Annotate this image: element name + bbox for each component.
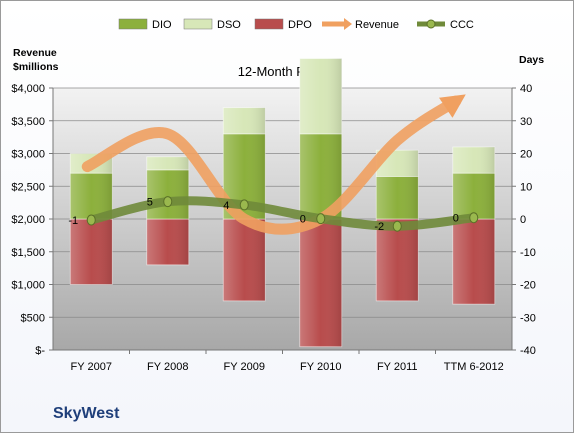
right-tick-label: -30 xyxy=(520,312,536,324)
bar-dio-shade xyxy=(452,173,495,219)
left-axis-title-line2: $millions xyxy=(13,61,59,73)
right-tick-label: 20 xyxy=(520,149,532,161)
revenue-line xyxy=(81,94,466,235)
category-label: FY 2010 xyxy=(300,361,341,373)
left-tick-label: $4,000 xyxy=(11,83,45,95)
ccc-line xyxy=(86,196,479,231)
ccc-data-label: 0 xyxy=(300,214,306,226)
company-name: SkyWest xyxy=(53,405,120,422)
bar-dso-shade xyxy=(146,156,189,170)
legend-label: Revenue xyxy=(355,19,399,31)
bar-dpo-shade xyxy=(452,219,495,305)
ccc-data-label: 0 xyxy=(453,213,459,225)
bar-dpo-shade xyxy=(223,219,266,301)
left-tick-label: $3,000 xyxy=(11,149,45,161)
legend-swatch-dio xyxy=(118,18,148,30)
legend-swatch-dso xyxy=(183,18,213,30)
legend-swatch-dpo xyxy=(254,18,284,30)
left-tick-label: $- xyxy=(35,345,45,357)
legend-label: DSO xyxy=(217,19,241,31)
left-tick-label: $3,500 xyxy=(11,116,45,128)
bar-dpo-shade xyxy=(376,219,419,301)
bar-dso-shade xyxy=(223,107,266,134)
category-label: FY 2009 xyxy=(224,361,265,373)
series-lines: -1 5 4 0 -2 0 xyxy=(68,94,479,235)
left-tick-label: $2,000 xyxy=(11,214,45,226)
bar-dio-shade xyxy=(146,169,189,219)
bar-dio-shade xyxy=(376,176,419,219)
gridlines xyxy=(53,87,512,351)
right-tick-label: 30 xyxy=(520,116,532,128)
ccc-data-label: -1 xyxy=(68,215,78,227)
left-tick-label: $1,500 xyxy=(11,247,45,259)
legend-label: DPO xyxy=(288,19,312,31)
right-tick-label: 10 xyxy=(520,181,532,193)
right-tick-label: 0 xyxy=(520,214,526,226)
right-tick-label: -10 xyxy=(520,247,536,259)
axes: $- $500 $1,000 $1,500 $2,000 $2,500 $3,000 $3,5… xyxy=(11,83,536,373)
ccc-point xyxy=(392,220,402,232)
category-label: FY 2008 xyxy=(147,361,188,373)
bar-dio-shade xyxy=(70,173,113,219)
ccc-data-label: -2 xyxy=(374,221,384,233)
category-label: TTM 6-2012 xyxy=(444,361,504,373)
legend-label: DIO xyxy=(152,19,172,31)
bar-dpo-shade xyxy=(299,219,342,347)
category-label: FY 2007 xyxy=(71,361,112,373)
left-tick-label: $1,000 xyxy=(11,280,45,292)
category-label: FY 2011 xyxy=(377,361,418,373)
ccc-data-label: 4 xyxy=(223,200,229,212)
ccc-point xyxy=(469,212,479,224)
left-tick-label: $2,500 xyxy=(11,181,45,193)
bars xyxy=(69,58,496,348)
ccc-point xyxy=(239,199,249,211)
left-axis-title-line1: Revenue xyxy=(13,47,57,59)
right-tick-label: -20 xyxy=(520,280,536,292)
legend-marker-ccc xyxy=(426,19,436,29)
legend: DIO DSO DPO Revenue CCC xyxy=(118,18,474,31)
legend-label: CCC xyxy=(450,19,474,31)
bar-dso-shade xyxy=(299,58,342,134)
ccc-data-label: 5 xyxy=(147,197,153,209)
ccc-point xyxy=(163,196,173,208)
ccc-point xyxy=(86,214,96,226)
ccc-point xyxy=(316,213,326,225)
right-tick-label: -40 xyxy=(520,345,536,357)
bar-dso-shade xyxy=(452,146,495,174)
legend-arrow-icon xyxy=(344,18,352,30)
bar-dpo-shade xyxy=(146,219,189,265)
right-tick-label: 40 xyxy=(520,83,532,95)
left-tick-label: $500 xyxy=(21,312,45,324)
bar-dpo-shade xyxy=(70,219,113,285)
right-axis-title: Days xyxy=(519,54,544,66)
